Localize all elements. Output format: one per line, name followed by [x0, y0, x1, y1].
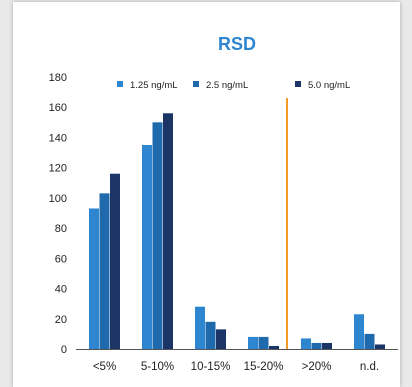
legend-swatch [193, 81, 199, 87]
x-tick-label: n.d. [360, 361, 379, 373]
bar-10-15%-2.5 ng/mL [205, 321, 216, 349]
bar-n.d.-2.5 ng/mL [364, 333, 375, 349]
bar->20%-2.5 ng/mL [311, 342, 322, 349]
bar->20%-1.25 ng/mL [301, 338, 311, 349]
legend: 1.25 ng/mL 2.5 ng/mL 5.0 ng/mL [117, 80, 350, 91]
bar-5-10%-1.25 ng/mL [142, 145, 152, 349]
bar-n.d.-5.0 ng/mL [375, 344, 385, 349]
bar-<5%-1.25 ng/mL [89, 208, 99, 349]
y-axis: 0 20 40 60 80 100 120 140 160 180 [49, 72, 67, 356]
y-tick-label: 140 [49, 132, 67, 144]
y-tick-label: 60 [55, 253, 67, 265]
x-axis: <5% 5-10% 10-15% 15-20% >20% n.d. [93, 361, 379, 373]
y-tick-label: 40 [55, 284, 67, 296]
bar-15-20%-5.0 ng/mL [269, 345, 279, 349]
bar-n.d.-1.25 ng/mL [354, 314, 364, 349]
y-tick-label: 80 [55, 223, 67, 235]
y-tick-label: 180 [49, 72, 67, 84]
chart-title: RSD [218, 34, 256, 54]
bar-<5%-5.0 ng/mL [110, 173, 120, 349]
y-tick-label: 100 [49, 193, 67, 205]
legend-label: 1.25 ng/mL [130, 80, 178, 91]
bar-<5%-2.5 ng/mL [99, 193, 110, 349]
y-tick-label: 0 [61, 344, 67, 356]
chart-card: RSD 0 20 40 60 80 100 120 140 160 180 <5% 5-10% 10-… [13, 2, 400, 387]
bar-5-10%-2.5 ng/mL [152, 122, 163, 349]
x-tick-label: <5% [93, 361, 116, 373]
legend-label: 5.0 ng/mL [308, 80, 350, 91]
y-tick-label: 160 [49, 102, 67, 114]
bar-10-15%-5.0 ng/mL [216, 329, 226, 349]
bar-15-20%-1.25 ng/mL [248, 336, 258, 349]
x-tick-label: 15-20% [244, 361, 284, 373]
legend-swatch [117, 81, 123, 87]
bar-10-15%-1.25 ng/mL [195, 306, 205, 349]
legend-swatch [295, 81, 301, 87]
bar-15-20%-2.5 ng/mL [258, 336, 269, 349]
x-tick-label: >20% [302, 361, 332, 373]
bar->20%-5.0 ng/mL [322, 342, 332, 349]
bar-5-10%-5.0 ng/mL [163, 113, 173, 350]
legend-label: 2.5 ng/mL [206, 80, 248, 91]
x-tick-label: 10-15% [191, 361, 231, 373]
y-tick-label: 120 [49, 163, 67, 175]
y-tick-label: 20 [55, 314, 67, 326]
rsd-bar-chart: RSD 0 20 40 60 80 100 120 140 160 180 <5% 5-10% 10-… [49, 34, 398, 373]
bars [89, 113, 385, 350]
x-tick-label: 5-10% [141, 361, 174, 373]
